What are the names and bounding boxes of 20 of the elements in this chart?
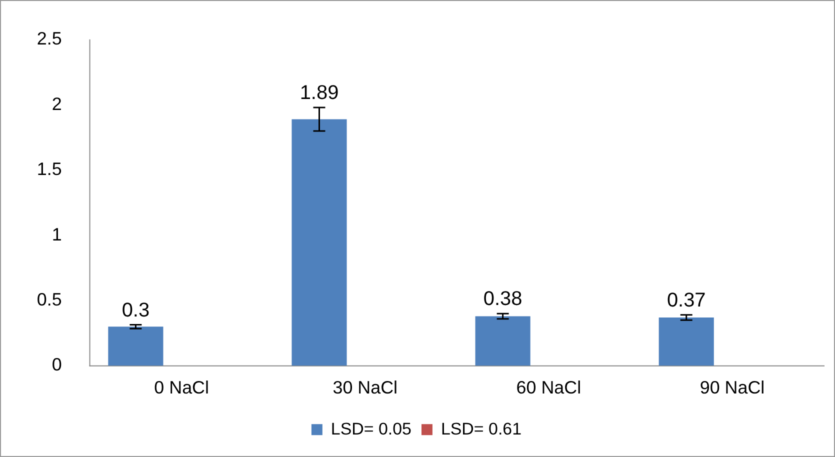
x-tick-label: 90 NaCl <box>700 377 765 398</box>
bar <box>108 326 164 366</box>
data-label: 0.38 <box>483 288 522 310</box>
y-tick-label: 1 <box>52 224 62 244</box>
legend-label: LSD= 0.05 <box>330 419 412 438</box>
y-tick-label: 1.5 <box>36 159 62 180</box>
x-tick-label: 30 NaCl <box>332 377 398 398</box>
y-tick-label: 2.5 <box>36 28 62 49</box>
x-tick-label: 0 NaCl <box>154 377 210 398</box>
data-label: 0.37 <box>666 289 706 312</box>
y-tick-label: 0.5 <box>36 290 62 310</box>
y-tick-label: 0 <box>52 354 62 375</box>
data-label: 1.89 <box>300 82 339 104</box>
y-tick-label: 2 <box>52 94 62 114</box>
x-tick-label: 60 NaCl <box>516 377 582 398</box>
bar <box>658 318 714 366</box>
legend-label: LSD= 0.61 <box>440 419 522 438</box>
bar <box>475 316 530 366</box>
bar <box>292 119 347 366</box>
data-label: 0.3 <box>122 299 150 322</box>
